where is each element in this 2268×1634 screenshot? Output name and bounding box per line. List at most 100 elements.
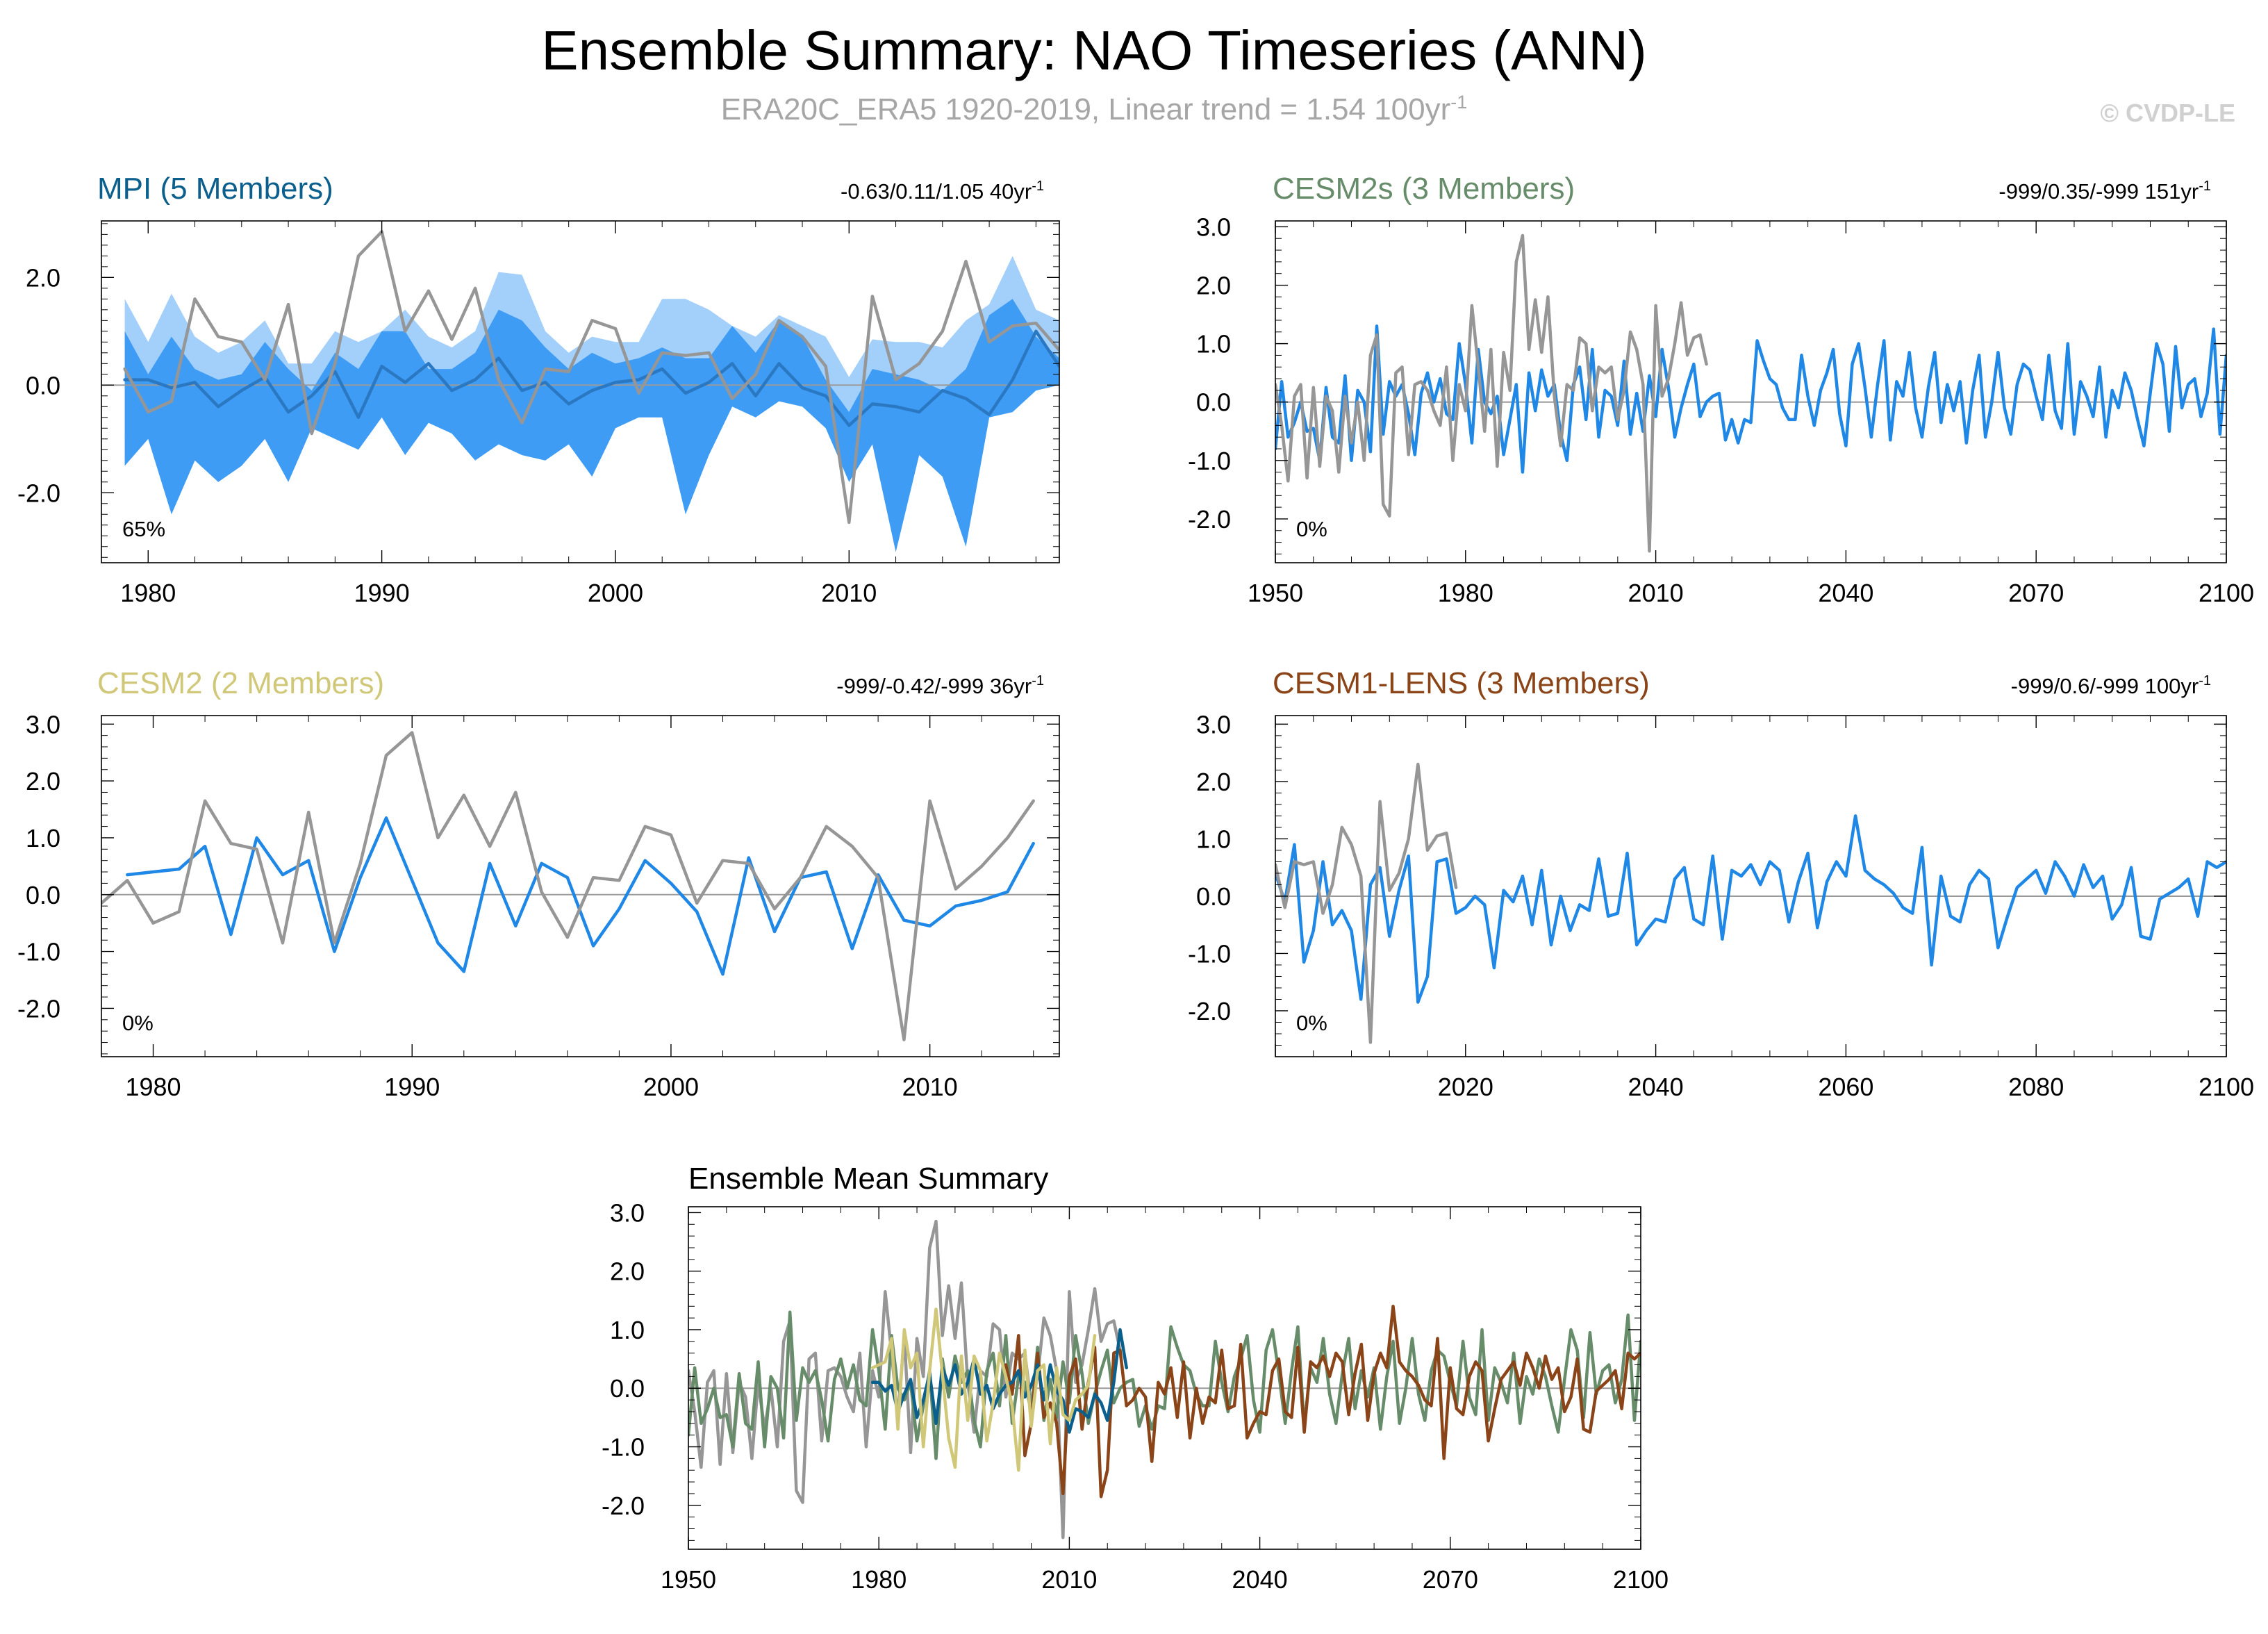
x-tick-label: 1980 (1438, 579, 1493, 607)
x-tick-label: 2000 (588, 579, 643, 607)
x-tick-label: 1950 (1248, 579, 1303, 607)
panel-stat-superscript: -1 (2199, 179, 2211, 194)
plot-area (1275, 233, 2226, 553)
plot-area (688, 1219, 1641, 1540)
panel-title: Ensemble Mean Summary (688, 1162, 1048, 1196)
y-tick-label: 3.0 (26, 710, 60, 738)
percent-label: 65% (122, 517, 165, 541)
y-tick-label: 1.0 (26, 824, 60, 852)
series-line-mpi (870, 1328, 1128, 1434)
observation-line (123, 230, 1059, 525)
y-tick-label: 0.0 (26, 881, 60, 909)
percent-label: 0% (1296, 1011, 1327, 1035)
model-member-line (126, 816, 1035, 976)
y-tick-label: 0.0 (610, 1374, 645, 1403)
subtitle-superscript: -1 (1450, 92, 1467, 113)
panel-cesm1-lens: 2020 2040 2060 2080 2100 3.0 2.0 1.0 0.0 -1.0 -2.0… (1188, 666, 2254, 1101)
plot-area (101, 731, 1059, 1041)
y-tick-label: 3.0 (1196, 710, 1231, 738)
y-tick-label: 0.0 (26, 371, 60, 399)
panel-stat-text: -0.63/0.11/1.05 40yr (841, 179, 1032, 204)
panel-stat-label: -999/0.6/-999 100yr-1 (2011, 673, 2211, 698)
model-member-line (1275, 324, 2226, 474)
x-tick-label: 2000 (643, 1073, 699, 1101)
y-tick-label: 2.0 (610, 1257, 645, 1286)
x-tick-label: 2040 (1232, 1565, 1288, 1594)
x-tick-label: 2100 (1613, 1565, 1669, 1594)
y-tick-label: 2.0 (1196, 768, 1231, 796)
x-tick-label: 1980 (125, 1073, 181, 1101)
y-tick-label: -1.0 (602, 1433, 645, 1462)
y-tick-label: 1.0 (610, 1316, 645, 1344)
x-tick-label: 2100 (2199, 1073, 2254, 1101)
x-tick-label: 2040 (1628, 1073, 1684, 1101)
x-tick-label: 2100 (2199, 579, 2254, 607)
y-tick-label: -2.0 (17, 479, 60, 507)
x-tick-label: 2010 (902, 1073, 958, 1101)
plot-frame (1275, 715, 2227, 1057)
x-tick-label: 2010 (821, 579, 877, 607)
figure-subtitle: ERA20C_ERA5 1920-2019, Linear trend = 1.… (721, 92, 1468, 126)
panel-cesm2: 1980 1990 2000 2010 3.0 2.0 1.0 0.0 -1.0 -2.0 CESM… (17, 666, 1060, 1101)
plot-frame (1275, 220, 2227, 563)
x-tick-label: 1990 (354, 579, 410, 607)
x-tick-label: 1950 (661, 1565, 716, 1594)
x-tick-label: 2080 (2008, 1073, 2064, 1101)
panel-stat-label: -999/0.35/-999 151yr-1 (1998, 179, 2211, 204)
y-tick-label: -1.0 (1188, 939, 1231, 968)
subtitle-text: ERA20C_ERA5 1920-2019, Linear trend = 1.… (721, 92, 1451, 126)
panel-title: MPI (5 Members) (97, 172, 333, 206)
x-tick-label: 2060 (1818, 1073, 1873, 1101)
y-tick-label: -2.0 (1188, 505, 1231, 534)
panel-ensemble-mean-summary: 1950 1980 2010 2040 2070 2100 3.0 2.0 1.0 0.0 -1.0… (602, 1162, 1669, 1594)
panel-stat-label: -0.63/0.11/1.05 40yr-1 (841, 179, 1044, 204)
y-tick-label: -1.0 (17, 938, 60, 966)
y-tick-label: 0.0 (1196, 388, 1231, 417)
panel-cesm2s: 1950 1980 2010 2040 2070 2100 3.0 2.0 1.0 0.0 -1.0… (1188, 172, 2254, 607)
panel-stat-text: -999/0.6/-999 100yr (2011, 674, 2199, 698)
x-tick-label: 1990 (384, 1073, 440, 1101)
ensemble-mean-line (123, 329, 1059, 427)
percent-label: 0% (122, 1011, 154, 1035)
x-tick-label: 2010 (1628, 579, 1684, 607)
panel-stat-text: -999/-0.42/-999 36yr (836, 674, 1032, 698)
y-tick-label: 2.0 (1196, 272, 1231, 300)
y-tick-label: 2.0 (26, 263, 60, 292)
panel-stat-superscript: -1 (1032, 673, 1044, 688)
x-tick-label: 2070 (1423, 1565, 1478, 1594)
observation-line (101, 731, 1035, 1041)
x-tick-label: 2010 (1041, 1565, 1097, 1594)
plot-area (1275, 762, 2226, 1044)
plot-frame (688, 1206, 1641, 1550)
plot-frame (101, 220, 1060, 563)
x-tick-label: 2020 (1438, 1073, 1493, 1101)
y-tick-label: 0.0 (1196, 882, 1231, 911)
y-tick-label: 1.0 (1196, 330, 1231, 358)
figure-title: Ensemble Summary: NAO Timeseries (ANN) (541, 19, 1646, 81)
model-member-line (1275, 814, 2226, 1004)
observation-line (1275, 762, 1458, 1044)
percent-label: 0% (1296, 517, 1327, 541)
copyright-label: © CVDP-LE (2100, 99, 2235, 127)
panel-mpi: 1980 1990 2000 2010 2.0 0.0 -2.0 MPI (5 Members… (17, 172, 1060, 607)
spread-band-inner (124, 299, 1059, 552)
x-tick-label: 1980 (851, 1565, 907, 1594)
panel-stat-text: -999/0.35/-999 151yr (1998, 179, 2199, 204)
panel-title: CESM1-LENS (3 Members) (1273, 666, 1650, 700)
y-tick-label: 3.0 (610, 1198, 645, 1227)
panel-stat-label: -999/-0.42/-999 36yr-1 (836, 673, 1044, 698)
plot-frame (101, 715, 1060, 1057)
panel-title: CESM2s (3 Members) (1273, 172, 1575, 206)
y-tick-label: 1.0 (1196, 825, 1231, 853)
y-tick-label: 3.0 (1196, 213, 1231, 241)
x-tick-label: 2040 (1818, 579, 1873, 607)
panel-stat-superscript: -1 (1032, 179, 1044, 194)
panel-stat-superscript: -1 (2199, 673, 2211, 688)
y-tick-label: 2.0 (26, 767, 60, 795)
y-tick-label: -2.0 (602, 1492, 645, 1520)
plot-area (101, 230, 1059, 552)
x-tick-label: 1980 (120, 579, 176, 607)
series-line-cesm2 (870, 1307, 1097, 1472)
y-tick-label: -1.0 (1188, 447, 1231, 475)
